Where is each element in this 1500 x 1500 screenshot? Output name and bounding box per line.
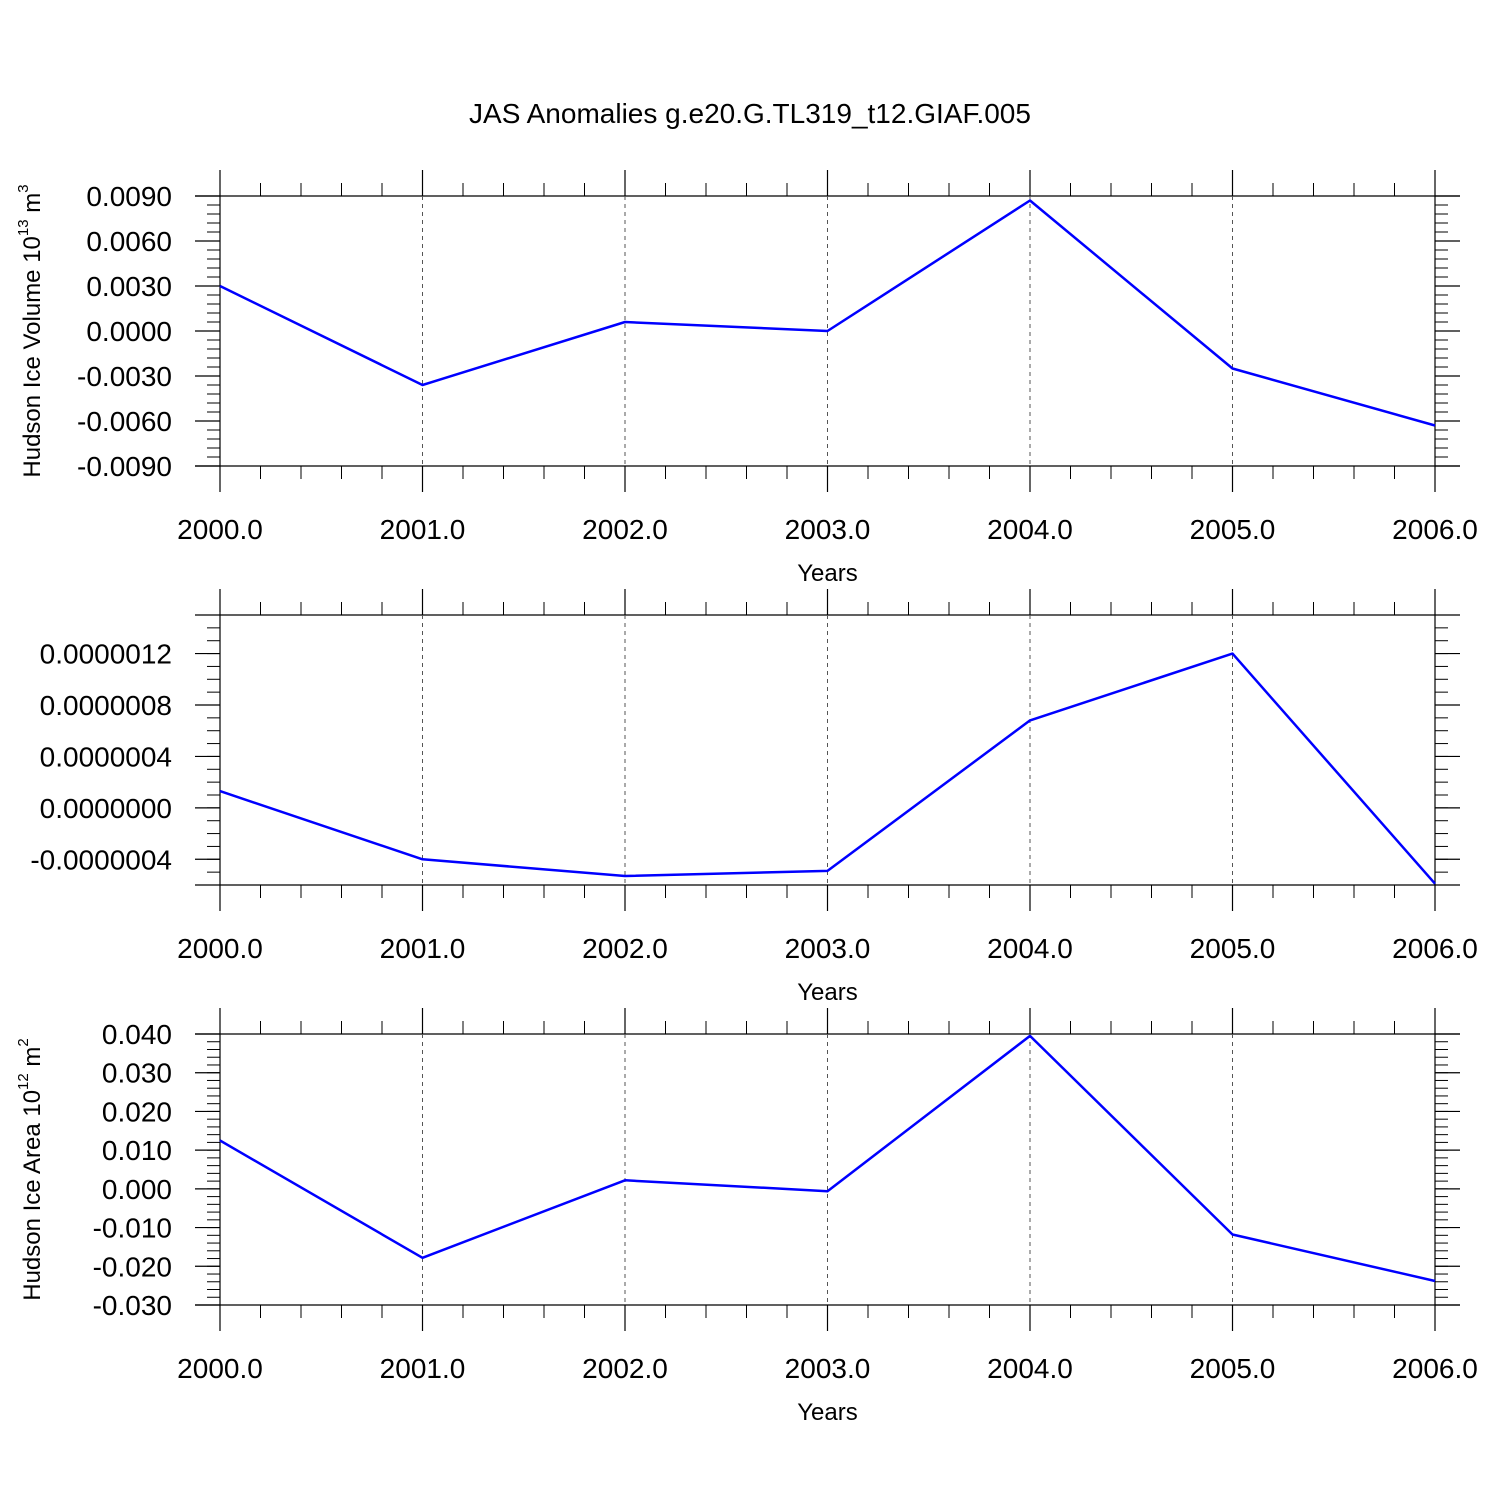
y-tick-label: 0.0000012 [40, 639, 172, 670]
x-tick-label: 2003.0 [785, 514, 871, 545]
x-tick-label: 2003.0 [785, 933, 871, 964]
x-tick-label: 2006.0 [1392, 1353, 1478, 1384]
y-tick-label: -0.0090 [77, 451, 172, 482]
y-tick-label: -0.0060 [77, 406, 172, 437]
panel-3: 2000.0 2001.0 2002.0 2003.0 2004.0 2005.0 2006… [15, 1008, 1478, 1426]
x-tick-label: 2005.0 [1190, 1353, 1276, 1384]
x-tick-label: 2002.0 [582, 1353, 668, 1384]
y-tick-label: 0.000 [102, 1174, 172, 1205]
y-tick-label: 0.010 [102, 1135, 172, 1166]
y-tick-label: 0.0090 [86, 181, 172, 212]
y-tick-label: 0.0000000 [40, 793, 172, 824]
x-tick-label: 2004.0 [987, 1353, 1073, 1384]
x-tick-label: 2001.0 [380, 1353, 466, 1384]
y-tick-label: 0.0060 [86, 226, 172, 257]
x-tick-label: 2001.0 [380, 933, 466, 964]
x-axis-label: Years [797, 560, 858, 587]
y-tick-label: 0.0000004 [40, 741, 172, 772]
y-axis-label-unit: m [19, 193, 46, 220]
y-tick-label: 0.020 [102, 1096, 172, 1127]
x-tick-label: 2001.0 [380, 514, 466, 545]
y-axis-label: Hudson Ice Area 1012 m2 [15, 1038, 46, 1301]
y-tick-label: 0.040 [102, 1019, 172, 1050]
chart-title: JAS Anomalies g.e20.G.TL319_t12.GIAF.005 [469, 98, 1031, 129]
y-tick-label: 0.0030 [86, 271, 172, 302]
y-tick-label: 0.030 [102, 1058, 172, 1089]
panel-1: 2000.0 2001.0 2002.0 2003.0 2004.0 2005.0 2006… [15, 170, 1478, 587]
x-axis-label: Years [797, 979, 858, 1006]
y-axis-label: Hudson Ice Volume 1013 m3 [15, 184, 46, 477]
y-tick-label: -0.010 [93, 1213, 172, 1244]
panel-2: 2000.0 2001.0 2002.0 2003.0 2004.0 2005.0 2006… [30, 589, 1478, 1006]
x-tick-label: 2005.0 [1190, 514, 1276, 545]
y-tick-label: -0.030 [93, 1290, 172, 1321]
x-tick-label: 2002.0 [582, 514, 668, 545]
x-tick-label: 2003.0 [785, 1353, 871, 1384]
y-tick-label: -0.0000004 [30, 844, 172, 875]
x-tick-label: 2002.0 [582, 933, 668, 964]
x-tick-label: 2000.0 [177, 514, 263, 545]
y-axis-label-exponent: 13 [15, 219, 32, 236]
y-tick-label: -0.020 [93, 1251, 172, 1282]
x-tick-label: 2000.0 [177, 1353, 263, 1384]
y-tick-label: 0.0000008 [40, 690, 172, 721]
y-tick-label: -0.0030 [77, 361, 172, 392]
y-tick-label: 0.0000 [86, 316, 172, 347]
x-tick-label: 2000.0 [177, 933, 263, 964]
y-axis-label-exponent: 12 [15, 1073, 32, 1090]
x-axis-label: Years [797, 1399, 858, 1426]
y-axis-label-base: Hudson Ice Volume 10 [19, 236, 46, 478]
x-tick-label: 2004.0 [987, 514, 1073, 545]
x-tick-label: 2006.0 [1392, 514, 1478, 545]
y-axis-label-unit-exponent: 3 [15, 184, 32, 192]
x-tick-label: 2005.0 [1190, 933, 1276, 964]
y-axis-label-base: Hudson Ice Area 10 [19, 1090, 46, 1301]
x-tick-label: 2004.0 [987, 933, 1073, 964]
y-axis-label-unit: m [19, 1047, 46, 1074]
y-axis-label-unit-exponent: 2 [15, 1038, 32, 1046]
x-tick-label: 2006.0 [1392, 933, 1478, 964]
